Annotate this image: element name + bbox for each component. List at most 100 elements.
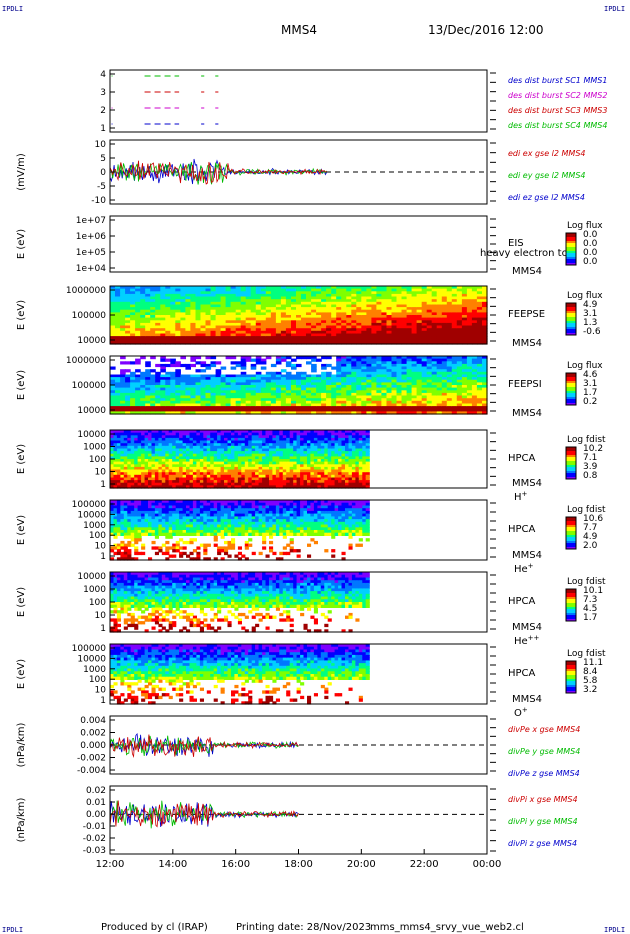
heatmap-cell bbox=[436, 398, 443, 402]
heatmap-cell bbox=[351, 432, 356, 436]
heatmap-cell bbox=[313, 432, 318, 436]
heatmap-cell bbox=[381, 406, 387, 410]
heatmap-cell bbox=[172, 466, 177, 471]
heatmap-cell bbox=[317, 466, 322, 471]
heatmap-cell bbox=[456, 325, 463, 329]
heatmap-cell bbox=[224, 435, 229, 439]
heatmap-cell bbox=[130, 408, 136, 412]
heatmap-cell bbox=[313, 464, 318, 468]
heatmap-cell bbox=[289, 477, 294, 481]
heatmap-cell bbox=[170, 333, 176, 337]
heatmap-cell bbox=[451, 333, 458, 337]
heatmap-cell bbox=[175, 390, 181, 394]
heatmap-cell bbox=[205, 356, 212, 360]
heatmap-cell bbox=[160, 307, 166, 311]
heatmap-cell bbox=[140, 301, 146, 305]
heatmap-cell bbox=[441, 293, 448, 298]
heatmap-cell bbox=[141, 445, 146, 449]
heatmap-cell bbox=[154, 432, 159, 436]
heatmap-cell bbox=[346, 366, 352, 370]
heatmap-cell bbox=[391, 369, 398, 373]
heatmap-cell bbox=[120, 387, 126, 391]
heatmap-cell bbox=[280, 296, 287, 300]
heatmap-cell bbox=[192, 435, 197, 439]
heatmap-cell bbox=[155, 390, 161, 394]
heatmap-cell bbox=[185, 309, 191, 313]
heatmap-cell bbox=[240, 320, 247, 324]
heatmap-cell bbox=[145, 291, 151, 295]
heatmap-cell bbox=[265, 382, 272, 386]
heatmap-cell bbox=[215, 338, 222, 342]
heatmap-cell bbox=[185, 385, 191, 389]
heatmap-cell bbox=[279, 451, 284, 455]
heatmap-cell bbox=[461, 325, 468, 329]
heatmap-cell bbox=[381, 363, 387, 368]
heatmap-cell bbox=[310, 453, 315, 457]
heatmap-cell bbox=[141, 440, 146, 444]
heatmap-cell bbox=[441, 395, 448, 399]
heatmap-cell bbox=[134, 474, 139, 478]
heatmap-cell bbox=[446, 379, 453, 383]
heatmap-cell bbox=[348, 477, 353, 481]
heatmap-cell bbox=[255, 408, 262, 412]
heatmap-cell bbox=[365, 440, 370, 444]
heatmap-cell bbox=[210, 385, 217, 389]
heatmap-cell bbox=[200, 338, 207, 342]
heatmap-cell bbox=[361, 288, 367, 292]
heatmap-cell bbox=[436, 336, 443, 340]
heatmap-cell bbox=[391, 411, 398, 415]
heatmap-cell bbox=[150, 406, 156, 410]
heatmap-cell bbox=[356, 385, 362, 389]
heatmap-cell bbox=[356, 382, 362, 386]
heatmap-cell bbox=[262, 430, 267, 434]
heatmap-cell bbox=[150, 338, 156, 342]
heatmap-cell bbox=[200, 374, 207, 378]
heatmap-cell bbox=[411, 309, 418, 313]
heatmap-cell bbox=[306, 336, 312, 340]
heatmap-cell bbox=[320, 485, 325, 489]
heatmap-cell bbox=[215, 315, 222, 319]
heatmap-cell bbox=[366, 312, 372, 316]
heatmap-cell bbox=[310, 480, 315, 484]
heatmap-cell bbox=[220, 477, 225, 481]
heatmap-cell bbox=[161, 443, 166, 447]
heatmap-cell bbox=[466, 369, 473, 373]
heatmap-cell bbox=[361, 398, 367, 402]
heatmap-cell bbox=[334, 440, 339, 444]
heatmap-cell bbox=[255, 328, 262, 332]
heatmap-cell bbox=[331, 461, 336, 465]
heatmap-cell bbox=[203, 480, 208, 484]
heatmap-cell bbox=[262, 435, 267, 439]
heatmap-cell bbox=[251, 474, 256, 478]
heatmap-cell bbox=[366, 291, 372, 295]
heatmap-cell bbox=[426, 377, 433, 381]
heatmap-cell bbox=[158, 451, 163, 455]
heatmap-cell bbox=[190, 408, 196, 412]
heatmap-cell bbox=[186, 437, 191, 442]
heatmap-cell bbox=[255, 440, 260, 444]
heatmap-cell bbox=[230, 328, 237, 332]
heatmap-cell bbox=[272, 443, 277, 447]
heatmap-cell bbox=[275, 400, 282, 404]
colorbar-segment bbox=[566, 311, 576, 314]
heatmap-cell bbox=[351, 461, 356, 465]
heatmap-cell bbox=[396, 288, 403, 292]
heatmap-cell bbox=[411, 333, 418, 337]
heatmap-cell bbox=[265, 445, 270, 449]
heatmap-cell bbox=[436, 392, 443, 397]
heatmap-cell bbox=[231, 448, 236, 452]
heatmap-cell bbox=[313, 430, 318, 434]
heatmap-cell bbox=[321, 315, 327, 319]
heatmap-cell bbox=[316, 398, 322, 402]
heatmap-cell bbox=[396, 358, 403, 362]
heatmap-cell bbox=[331, 330, 337, 334]
heatmap-cell bbox=[161, 440, 166, 444]
heatmap-cell bbox=[334, 448, 339, 452]
heatmap-cell bbox=[237, 432, 242, 436]
heatmap-cell bbox=[144, 451, 149, 455]
heatmap-cell bbox=[334, 430, 339, 434]
heatmap-cell bbox=[262, 474, 267, 478]
heatmap-cell bbox=[426, 325, 433, 329]
heatmap-cell bbox=[182, 485, 187, 489]
heatmap-cell bbox=[113, 485, 118, 489]
